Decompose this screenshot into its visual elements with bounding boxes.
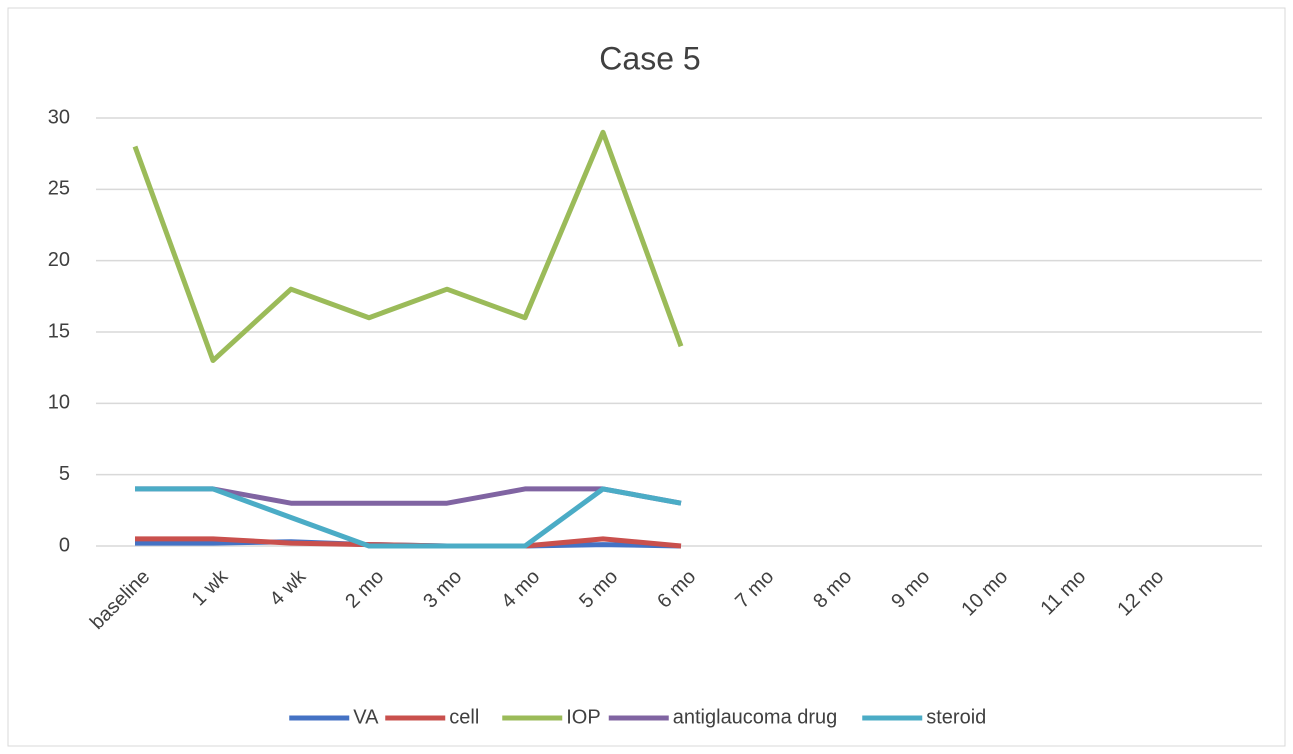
y-tick-label: 5: [59, 463, 70, 485]
y-tick-label: 10: [48, 392, 70, 414]
series-line: [132, 129, 684, 364]
legend-label: steroid: [926, 706, 986, 728]
y-tick-label: 15: [48, 320, 70, 342]
legend-label: VA: [353, 706, 379, 728]
y-tick-label: 25: [48, 178, 70, 200]
legend-label: antiglaucoma drug: [673, 706, 838, 728]
legend-label: cell: [449, 706, 479, 728]
y-tick-label: 0: [59, 534, 70, 556]
y-tick-label: 30: [48, 106, 70, 128]
y-tick-label: 20: [48, 249, 70, 271]
legend-label: IOP: [566, 706, 600, 728]
chart-title: Case 5: [599, 40, 700, 76]
series-line: [135, 486, 682, 549]
chart-frame: [7, 7, 1286, 747]
